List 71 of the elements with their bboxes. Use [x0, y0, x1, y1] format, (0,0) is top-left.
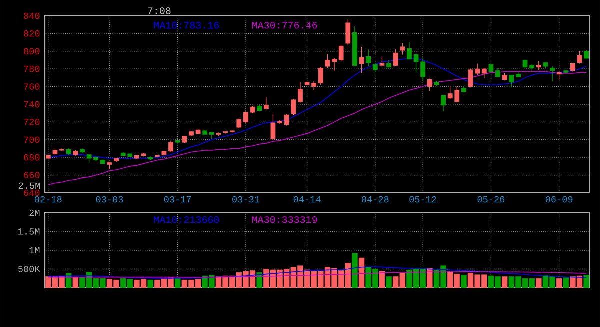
candlestick [264, 97, 269, 110]
text: MA10:213660 [154, 216, 220, 224]
candlestick [400, 43, 406, 56]
x-tick-label: 04-28 [362, 196, 389, 203]
candlestick [168, 140, 174, 153]
y-tick-label: 840 [24, 12, 40, 20]
bar [536, 278, 542, 288]
y-tick-label: 1.5M [18, 228, 40, 235]
x-tick-label: 05-12 [410, 196, 436, 203]
bar [72, 277, 79, 288]
y-tick-label: 740 [24, 101, 40, 108]
bar [556, 278, 562, 288]
bar [584, 275, 590, 288]
candlestick [407, 42, 412, 60]
candlestick [284, 114, 290, 126]
bar [379, 271, 386, 288]
candlestick [270, 114, 276, 140]
text: MA30:333319 [252, 216, 318, 224]
x-tick-label: 03-31 [232, 196, 260, 203]
y-tick-label: 720 [24, 119, 40, 126]
x-tick-label: 03-17 [164, 196, 192, 203]
bar [427, 268, 433, 288]
bar [174, 278, 181, 288]
y-tick-label: 640 [24, 190, 40, 196]
x-tick-label: 05-26 [478, 196, 505, 203]
text: MA10:783.16 [154, 22, 220, 29]
text: 2.5M [18, 182, 40, 190]
candlestick [359, 46, 364, 74]
bar [358, 258, 365, 288]
x-tick-label: 04-14 [294, 196, 321, 203]
y-tick-label: 680 [24, 154, 40, 161]
y-tick-label: 700 [24, 136, 40, 144]
x-tick-label: 06-09 [546, 196, 573, 203]
bar [256, 272, 262, 288]
candlestick [441, 95, 446, 112]
y-tick-label: 1M [30, 247, 40, 254]
candlestick [380, 56, 385, 68]
candlestick [332, 58, 337, 72]
x-tick-label: 03-03 [96, 196, 124, 203]
candlestick [318, 66, 324, 86]
bar [502, 276, 508, 288]
y-tick-label: 820 [24, 30, 40, 37]
candlestick [291, 98, 296, 116]
bar [386, 276, 392, 288]
y-tick-label: 2M [30, 210, 40, 216]
y-tick-label: 760 [24, 84, 40, 90]
bar [66, 273, 72, 288]
y-tick-label: 500K [18, 266, 40, 272]
y-tick-label: 800 [24, 48, 40, 55]
candlestick [325, 54, 330, 69]
candlestick [366, 49, 372, 67]
candlestick [346, 19, 351, 46]
candlestick [509, 74, 514, 88]
candlestick [427, 78, 432, 92]
bar [461, 275, 467, 288]
y-tick-label: 660 [24, 172, 40, 178]
y-tick-label: 780 [24, 66, 40, 72]
text: MA30:776.46 [252, 22, 318, 29]
candlestick [482, 68, 487, 78]
x-tick-label: 02-18 [34, 196, 62, 203]
bar [563, 278, 569, 288]
candlestick [338, 46, 344, 62]
candlestick [298, 82, 303, 104]
chart-title: 7:08 [148, 8, 171, 14]
candlestick [550, 66, 555, 82]
candlestick [393, 49, 398, 67]
bar [352, 253, 358, 288]
candlestick [244, 111, 248, 124]
candlestick [577, 51, 582, 64]
bar [148, 280, 154, 288]
candlestick [236, 118, 242, 129]
